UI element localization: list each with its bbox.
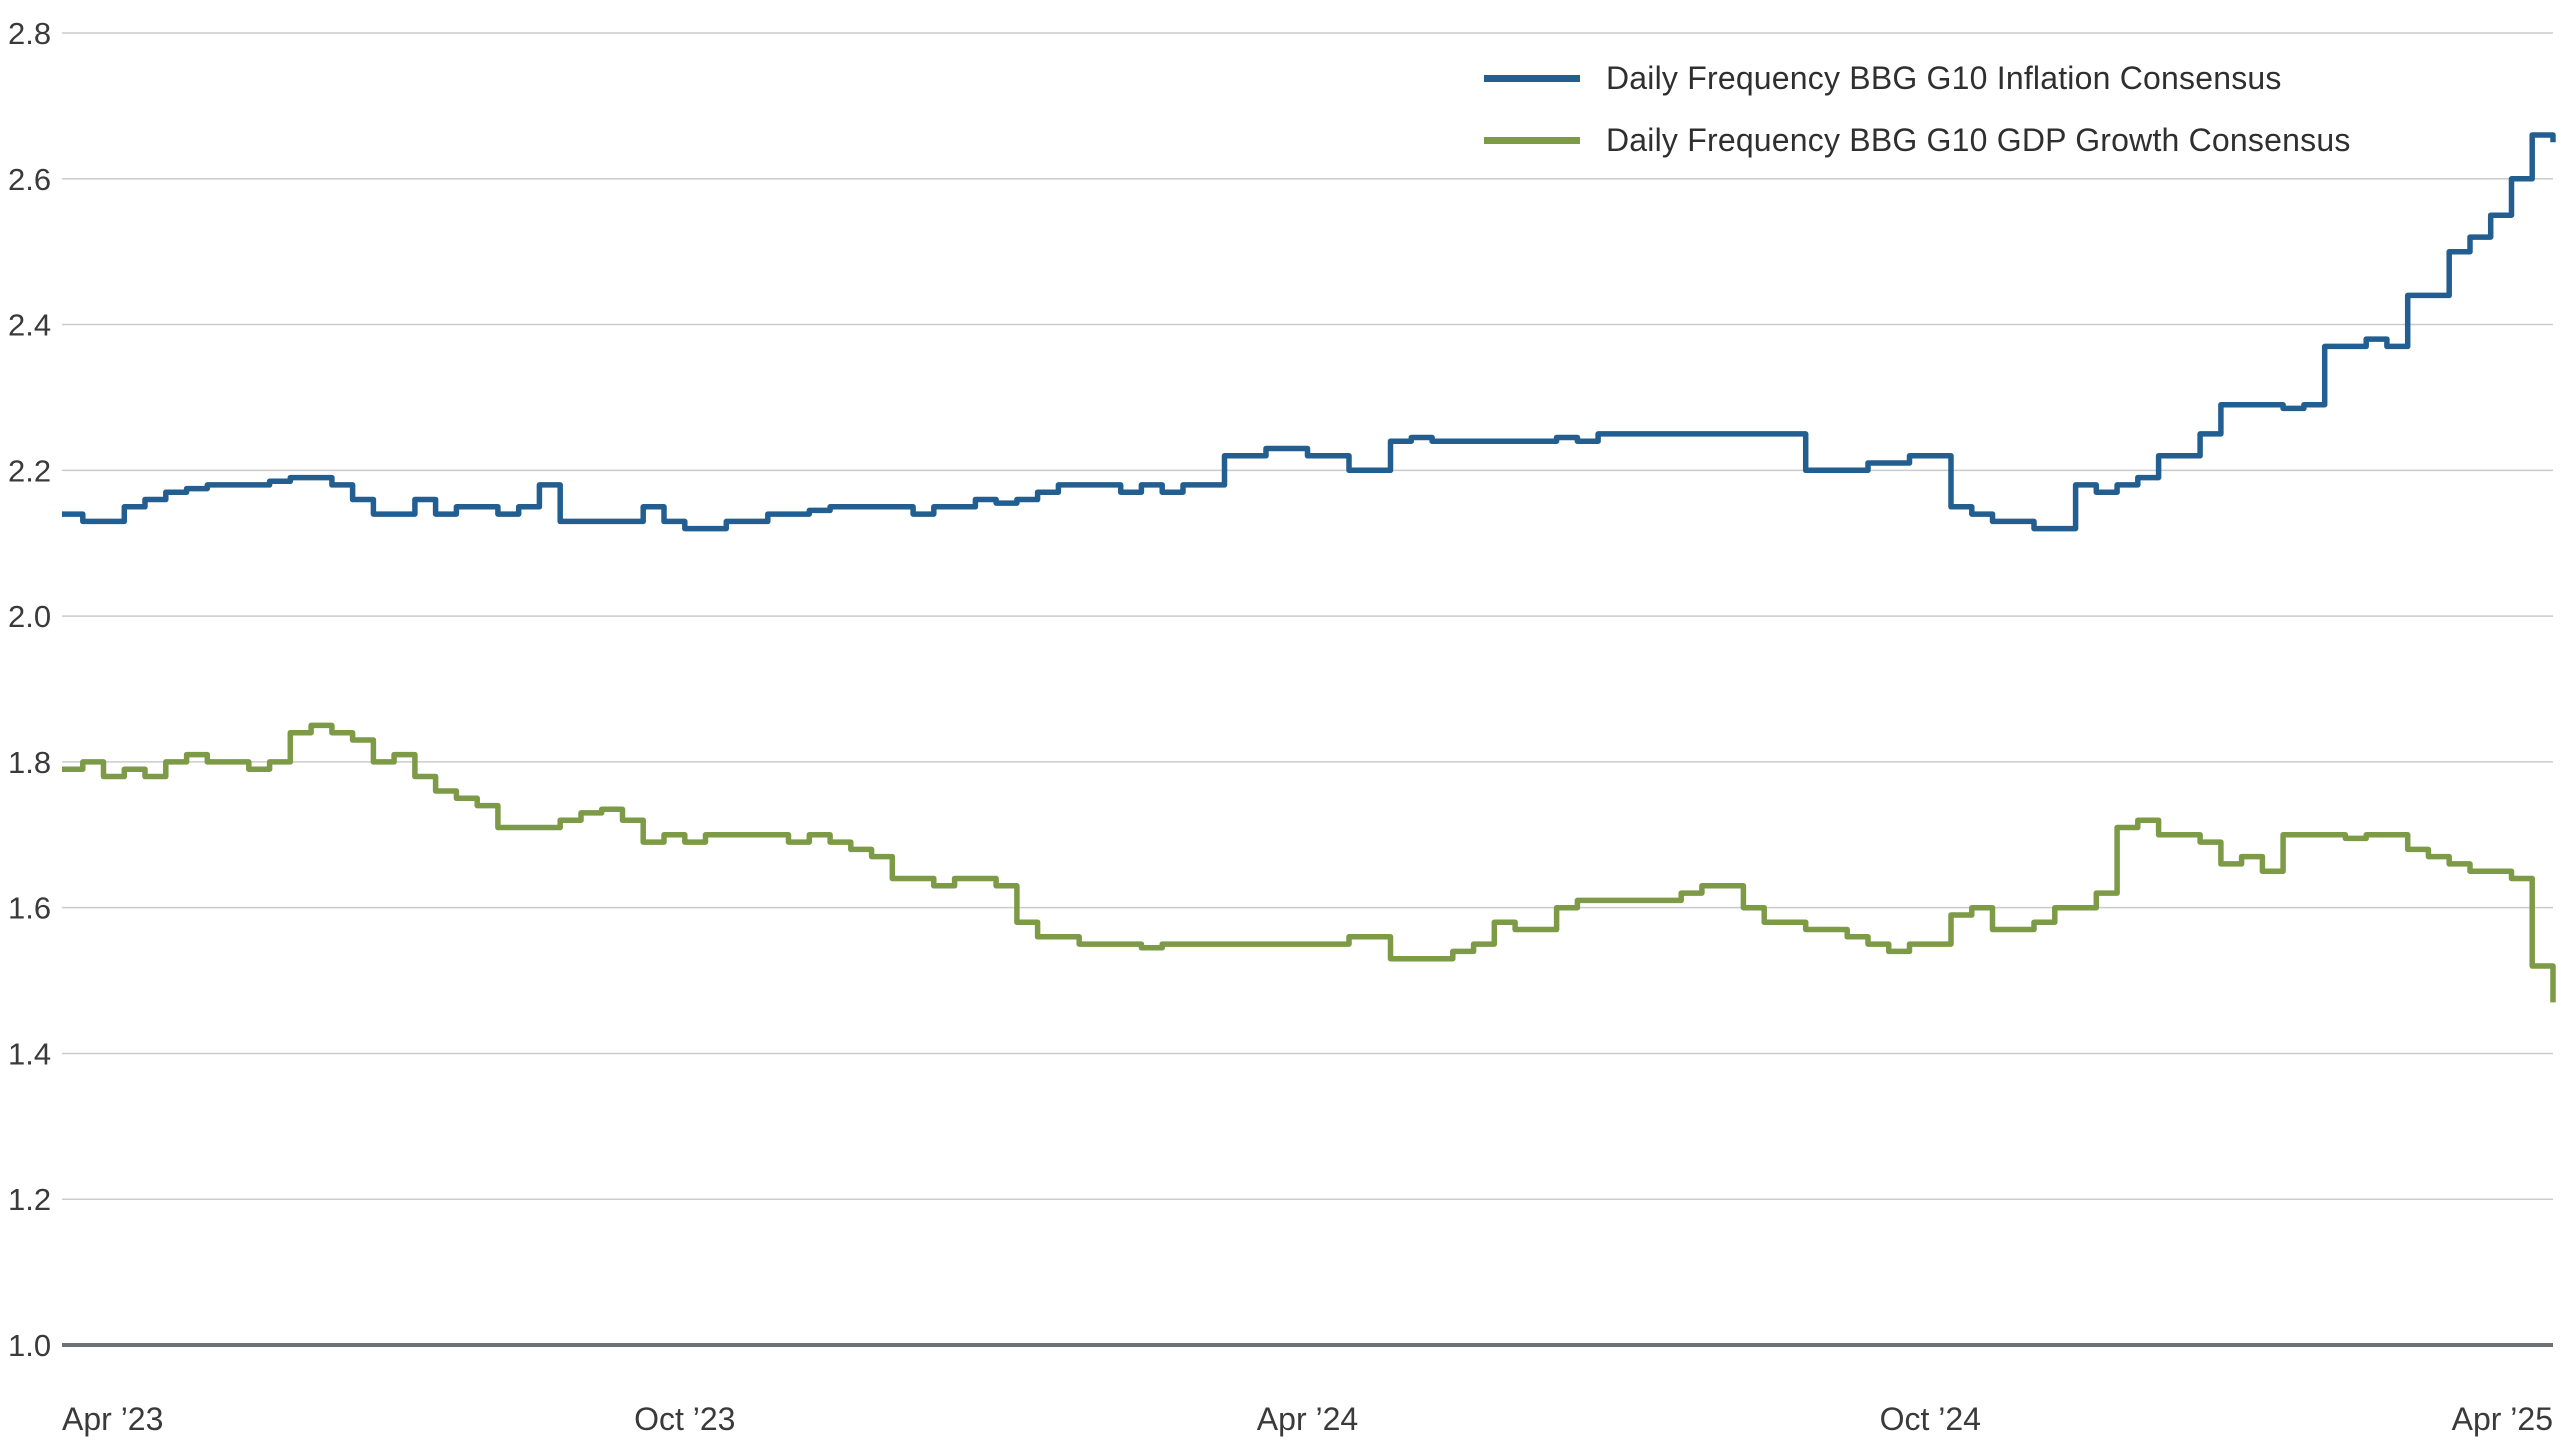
y-tick-label: 2.2: [8, 453, 51, 488]
y-tick-label: 1.4: [8, 1036, 51, 1071]
legend-label-gdp-growth: Daily Frequency BBG G10 GDP Growth Conse…: [1606, 121, 2351, 158]
gridlines-group: [62, 32, 2553, 1347]
legend-swatch-gdp-growth-line: [1484, 136, 1580, 144]
x-tick-label: Apr ’23: [62, 1401, 163, 1437]
x-tick-label: Oct ’24: [1880, 1401, 1981, 1437]
y-tick-label: 1.0: [8, 1328, 51, 1363]
legend-item-inflation: Daily Frequency BBG G10 Inflation Consen…: [1484, 47, 2351, 109]
y-tick-label: 2.4: [8, 308, 51, 343]
series-group: [62, 132, 2556, 1003]
x-tick-label: Oct ’23: [634, 1401, 735, 1437]
series-line-1: [62, 722, 2556, 1003]
x-tick-labels-group: Apr ’23 Oct ’23 Apr ’24 Oct ’24 Apr ’25: [62, 1401, 2553, 1437]
y-tick-labels-group: 1.0 1.2 1.4 1.6 1.8 2.0 2.2 2.4 2.6 2.8: [8, 16, 51, 1363]
series-line-0: [62, 132, 2556, 532]
y-tick-label: 1.8: [8, 745, 51, 780]
x-tick-label: Apr ’25: [2452, 1401, 2553, 1437]
chart-legend: Daily Frequency BBG G10 Inflation Consen…: [1484, 47, 2351, 171]
y-tick-label: 1.2: [8, 1182, 51, 1217]
x-tick-label: Apr ’24: [1257, 1401, 1358, 1437]
legend-item-gdp-growth: Daily Frequency BBG G10 GDP Growth Conse…: [1484, 109, 2351, 171]
y-tick-label: 2.8: [8, 16, 51, 51]
legend-label-inflation: Daily Frequency BBG G10 Inflation Consen…: [1606, 59, 2282, 96]
y-tick-label: 2.0: [8, 599, 51, 634]
y-tick-label: 1.6: [8, 891, 51, 926]
y-tick-label: 2.6: [8, 162, 51, 197]
legend-swatch-inflation-line: [1484, 74, 1580, 82]
